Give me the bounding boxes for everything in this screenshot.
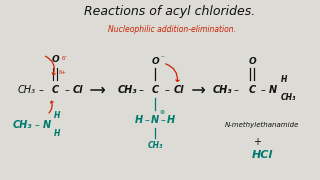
Text: H: H — [54, 129, 60, 138]
Text: ⊕: ⊕ — [159, 109, 164, 114]
Text: –: – — [39, 85, 44, 95]
Text: CH₃: CH₃ — [18, 85, 36, 95]
Text: C: C — [151, 85, 159, 95]
Text: –: – — [260, 85, 265, 95]
Text: N: N — [269, 85, 277, 95]
Text: –: – — [234, 85, 238, 95]
Text: H: H — [135, 115, 143, 125]
Text: N-methylethanamide: N-methylethanamide — [225, 122, 299, 128]
Text: –: – — [161, 115, 165, 125]
Text: N: N — [43, 120, 51, 130]
Text: O: O — [51, 55, 59, 64]
Text: ⁻: ⁻ — [160, 55, 164, 61]
Text: δ+: δ+ — [59, 69, 67, 75]
Text: H: H — [281, 75, 287, 84]
Text: H: H — [167, 115, 175, 125]
Text: –: – — [145, 115, 149, 125]
Text: Nucleophilic addition-elimination.: Nucleophilic addition-elimination. — [108, 26, 236, 35]
Text: HCl: HCl — [252, 150, 273, 160]
Text: –: – — [35, 120, 39, 130]
Text: Cl: Cl — [174, 85, 184, 95]
Text: CH₃: CH₃ — [212, 85, 232, 95]
Text: CH₃: CH₃ — [280, 93, 296, 102]
Text: O: O — [248, 57, 256, 66]
Text: N: N — [151, 115, 159, 125]
Text: H: H — [54, 111, 60, 120]
Text: +: + — [253, 137, 261, 147]
Text: CH₃: CH₃ — [147, 141, 163, 150]
Text: CH₃: CH₃ — [117, 85, 137, 95]
Text: Reactions of acyl chlorides.: Reactions of acyl chlorides. — [84, 6, 256, 19]
Text: –: – — [164, 85, 169, 95]
Text: Cl: Cl — [73, 85, 83, 95]
Text: C: C — [52, 85, 59, 95]
Text: O: O — [151, 57, 159, 66]
Text: –: – — [139, 85, 143, 95]
Text: C: C — [248, 85, 256, 95]
Text: δ⁻: δ⁻ — [62, 55, 68, 60]
Text: CH₃: CH₃ — [12, 120, 32, 130]
Text: –: – — [65, 85, 69, 95]
